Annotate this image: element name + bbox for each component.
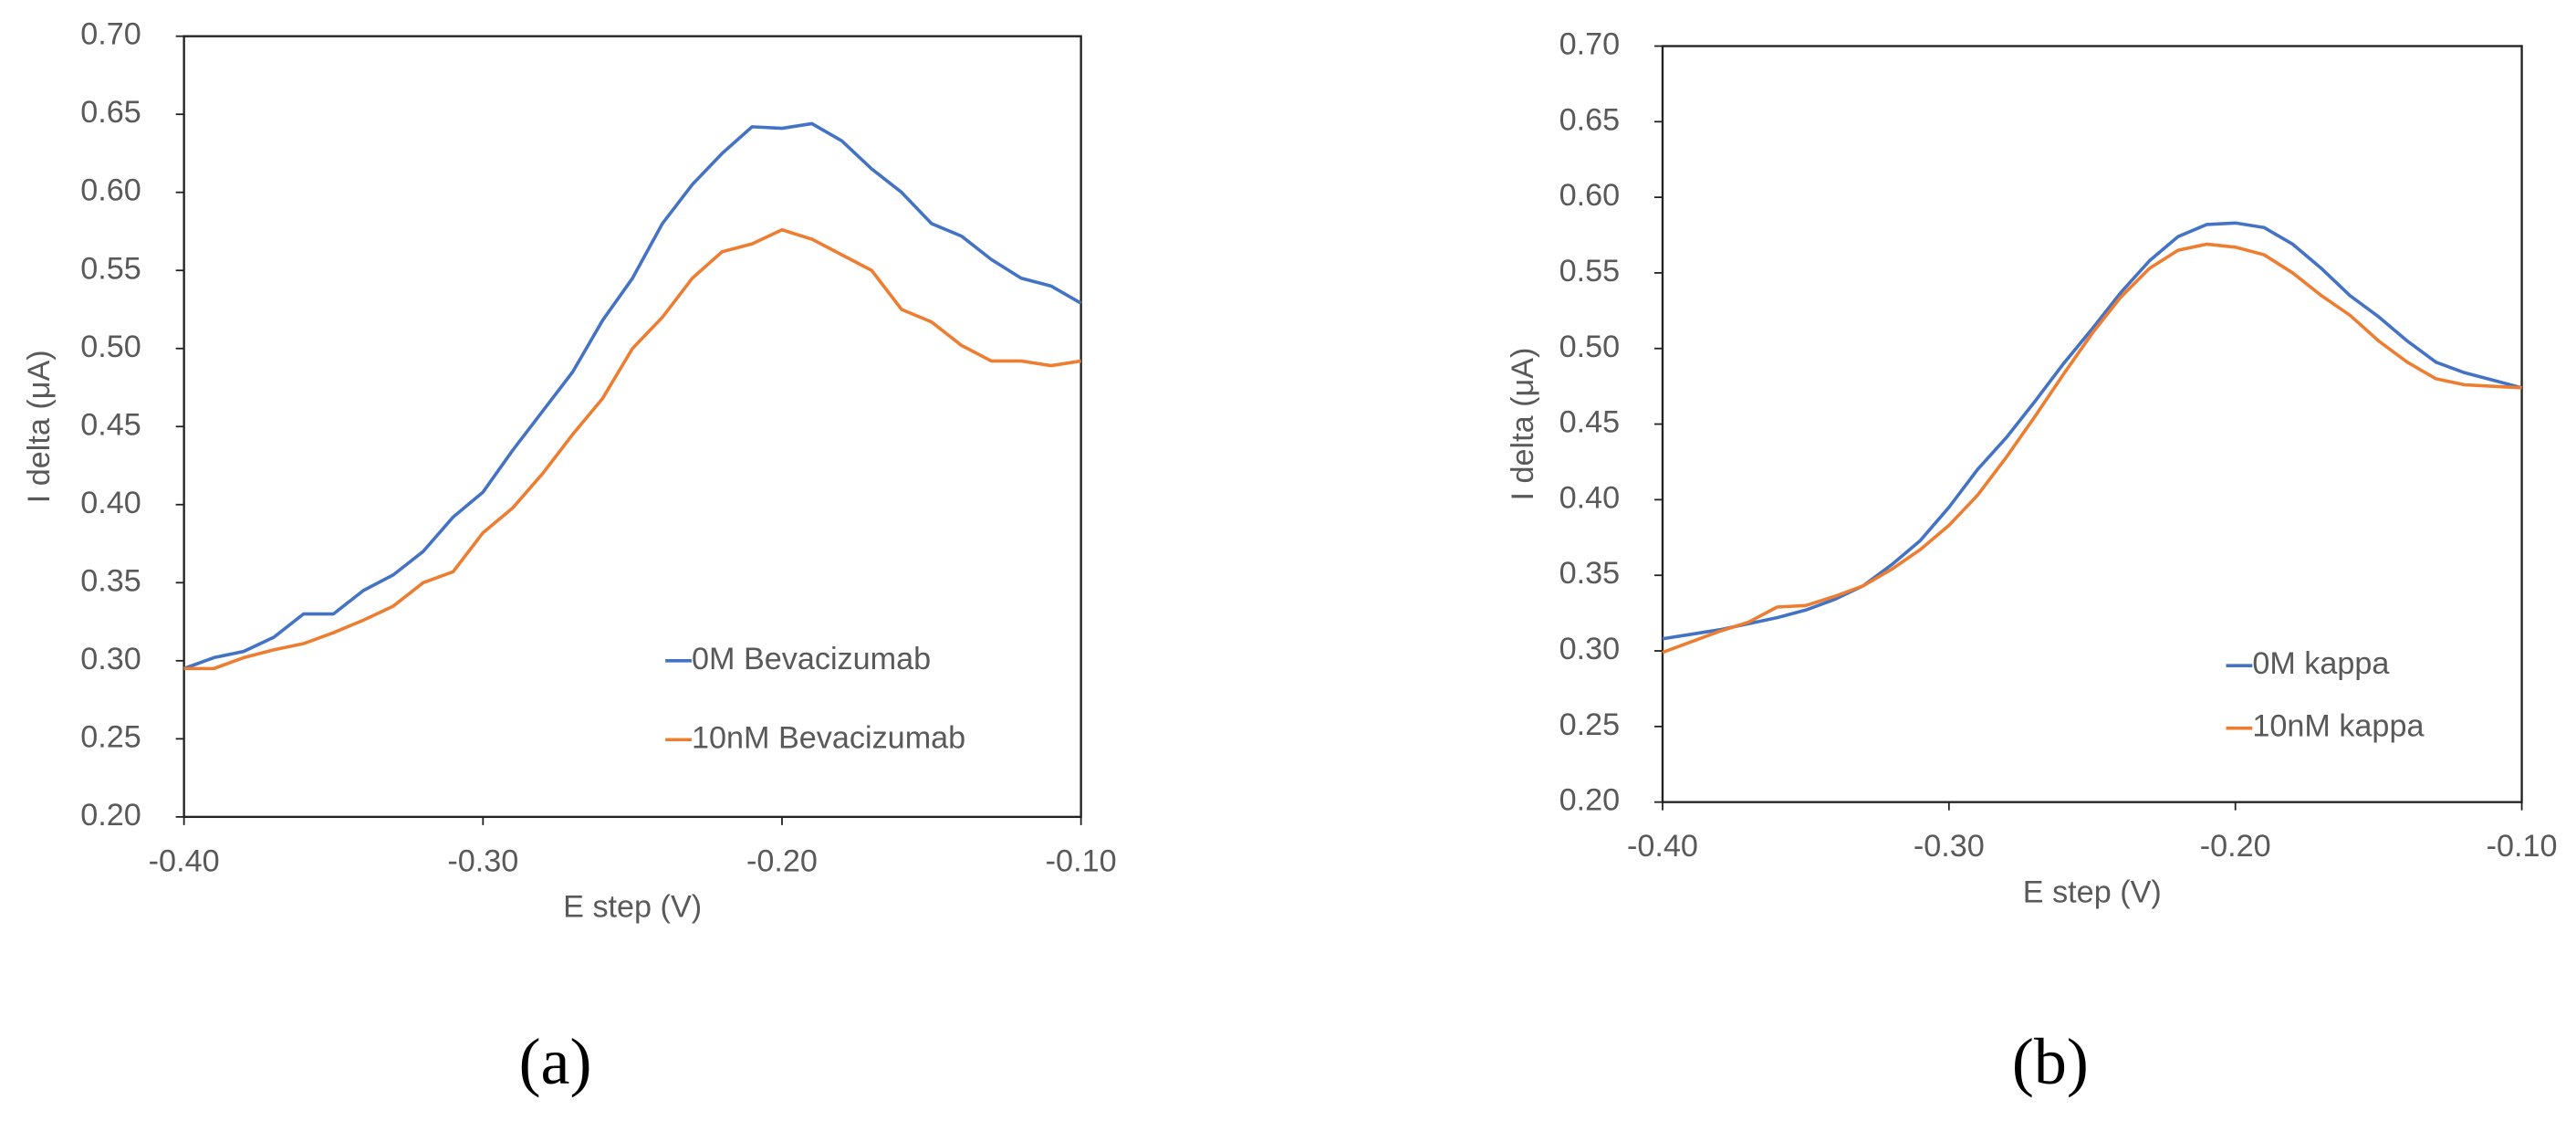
y-tick-label: 0.30 xyxy=(1559,632,1621,666)
y-tick-label: 0.55 xyxy=(1559,254,1621,288)
plot-frame xyxy=(183,35,1082,819)
x-tick-label: -0.40 xyxy=(149,843,220,878)
legend-label: 0M kappa xyxy=(2252,646,2390,681)
data-line xyxy=(183,121,1082,671)
legend-label: 10nM kappa xyxy=(2252,709,2425,744)
y-tick-label: 0.35 xyxy=(80,563,141,598)
y-tick-label: 0.65 xyxy=(80,95,141,130)
y-axis-label: I delta (μA) xyxy=(22,350,57,503)
panel-label: (a) xyxy=(519,1025,592,1098)
data-line xyxy=(183,227,1081,671)
y-tick-label: 0.35 xyxy=(1559,556,1621,591)
y-tick-label: 0.30 xyxy=(80,642,141,676)
y-tick-label: 0.60 xyxy=(1559,178,1621,213)
x-axis-label: E step (V) xyxy=(563,890,702,925)
panel-label: (b) xyxy=(2012,1025,2089,1098)
y-axis-label: I delta (μA) xyxy=(1506,348,1540,501)
x-tick-label: -0.30 xyxy=(1914,829,1985,864)
data-line xyxy=(1662,221,2523,641)
y-tick-label: 0.25 xyxy=(1559,707,1621,742)
y-tick-label: 0.55 xyxy=(80,251,141,286)
x-tick-label: -0.20 xyxy=(2200,829,2271,864)
y-tick-label: 0.20 xyxy=(1559,783,1621,818)
y-tick-label: 0.40 xyxy=(80,486,141,520)
x-axis-label: E step (V) xyxy=(2023,875,2162,910)
y-tick-label: 0.60 xyxy=(80,173,141,208)
x-tick-label: -0.10 xyxy=(2487,829,2558,864)
y-tick-label: 0.70 xyxy=(80,17,141,52)
y-tick-label: 0.40 xyxy=(1559,480,1621,515)
x-tick-label: -0.20 xyxy=(746,843,818,878)
y-tick-label: 0.50 xyxy=(1559,330,1621,364)
y-tick-label: 0.25 xyxy=(80,719,141,754)
y-tick-label: 0.70 xyxy=(1559,27,1621,62)
data-line xyxy=(1662,242,2522,655)
y-tick-label: 0.65 xyxy=(1559,102,1621,137)
y-tick-label: 0.45 xyxy=(1559,405,1621,440)
plot-frame xyxy=(1661,45,2523,803)
y-tick-label: 0.20 xyxy=(80,798,141,833)
legend-label: 0M Bevacizumab xyxy=(692,642,931,676)
x-tick-label: -0.30 xyxy=(447,843,518,878)
legend-label: 10nM Bevacizumab xyxy=(692,720,965,755)
y-tick-label: 0.45 xyxy=(80,407,141,442)
x-tick-label: -0.40 xyxy=(1627,829,1698,864)
y-tick-label: 0.50 xyxy=(80,330,141,364)
x-tick-label: -0.10 xyxy=(1046,843,1117,878)
